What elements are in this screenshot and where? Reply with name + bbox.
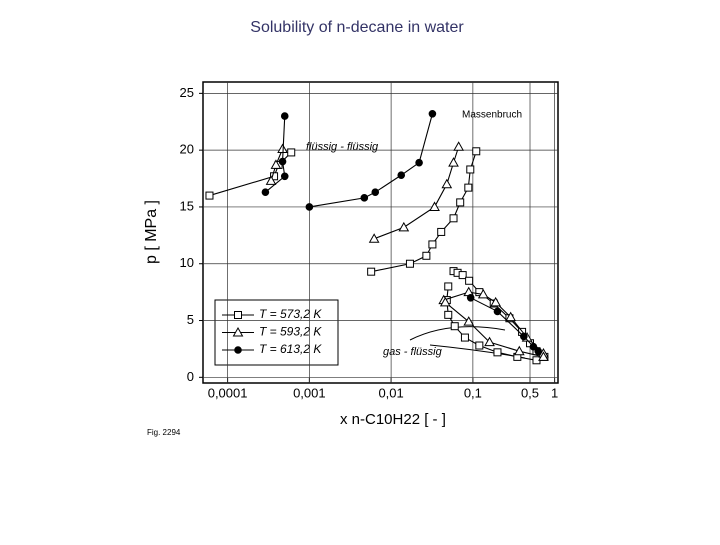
data-point <box>371 188 380 196</box>
annotation: gas - flüssig <box>383 346 443 358</box>
data-point <box>513 345 525 356</box>
y-tick-label: 15 <box>180 198 194 213</box>
data-point <box>405 259 414 268</box>
data-point <box>464 183 473 192</box>
data-point <box>278 157 287 166</box>
data-point <box>287 148 296 157</box>
data-point <box>484 336 495 347</box>
data-point <box>261 188 270 196</box>
data-point <box>429 201 440 211</box>
data-point <box>360 194 369 202</box>
data-point <box>398 221 410 232</box>
x-tick-label: 0,0001 <box>208 385 248 400</box>
data-point <box>280 112 289 120</box>
data-point <box>450 322 459 331</box>
data-point <box>463 316 475 326</box>
data-point <box>458 271 467 280</box>
data-point <box>428 110 437 118</box>
legend-label: T = 613,2 K <box>259 342 322 356</box>
x-tick-label: 0,1 <box>464 385 482 400</box>
data-point <box>444 282 453 291</box>
data-point <box>428 240 437 249</box>
data-point <box>529 342 538 351</box>
data-point <box>475 341 484 350</box>
data-point <box>456 198 465 207</box>
data-point <box>493 348 502 357</box>
y-axis-label: p [ MPa ] <box>143 200 160 264</box>
y-tick-label: 20 <box>180 142 194 157</box>
data-point <box>493 307 502 316</box>
x-tick-label: 1 <box>551 385 558 400</box>
data-point <box>439 296 451 307</box>
annotation: Fig. 2294 <box>147 428 181 437</box>
data-point <box>460 333 469 342</box>
series-line <box>209 151 545 361</box>
y-tick-label: 5 <box>187 312 194 327</box>
data-point <box>437 227 446 236</box>
plot-frame <box>202 81 559 384</box>
data-point <box>397 171 406 179</box>
annotation: Massenbruch <box>462 110 522 121</box>
x-tick-label: 0,5 <box>521 385 539 400</box>
data-point <box>534 347 543 355</box>
data-point <box>477 288 489 299</box>
annotation: flüssig - flüssig <box>306 141 379 153</box>
data-point <box>505 311 517 322</box>
y-tick-label: 25 <box>180 85 194 100</box>
data-point <box>453 141 465 151</box>
slide-title: Solubility of n-decane in water <box>250 19 464 36</box>
data-point <box>280 172 289 181</box>
data-point <box>205 191 214 200</box>
legend-label: T = 573,2 K <box>259 307 322 321</box>
x-axis-label: x n-C10H22 [ - ] <box>340 411 446 428</box>
data-point <box>415 158 423 167</box>
data-point <box>490 296 502 307</box>
data-point <box>422 251 431 260</box>
data-point <box>448 157 459 167</box>
data-point <box>466 165 475 174</box>
legend-label: T = 593,2 K <box>259 325 322 339</box>
y-tick-label: 10 <box>180 255 194 270</box>
data-point <box>305 203 314 211</box>
data-point <box>449 214 458 223</box>
x-tick-label: 0,001 <box>293 385 326 400</box>
data-point <box>444 310 453 319</box>
legend-marker <box>234 346 242 354</box>
data-point <box>368 233 380 243</box>
data-point <box>465 276 474 285</box>
data-point <box>441 178 453 189</box>
data-point <box>472 147 481 156</box>
legend-marker <box>234 311 242 319</box>
data-point <box>265 175 277 185</box>
data-point <box>538 351 549 361</box>
data-point <box>367 267 376 276</box>
y-tick-label: 0 <box>187 369 194 384</box>
legend-marker <box>232 326 244 337</box>
data-point <box>466 294 475 302</box>
data-point <box>520 332 528 341</box>
x-tick-label: 0,01 <box>378 385 403 400</box>
data-point <box>270 159 282 169</box>
